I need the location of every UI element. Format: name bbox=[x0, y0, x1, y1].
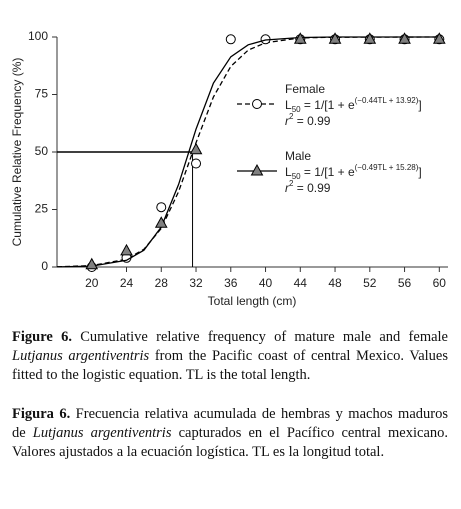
equation-part: L bbox=[285, 165, 292, 179]
caption-label: Figure 6. bbox=[12, 329, 72, 345]
equation-part: 50 bbox=[292, 105, 301, 114]
data-point bbox=[293, 32, 307, 44]
r2-part: = 0.99 bbox=[293, 114, 330, 128]
caption-spanish: Figura 6. Frecuencia relativa acumulada … bbox=[12, 405, 448, 462]
legend-equation: L50 = 1/[1 + e(−0.49TL + 15.28)] bbox=[285, 163, 422, 181]
data-point bbox=[191, 158, 202, 169]
data-point bbox=[398, 32, 411, 44]
x-tick-label: 28 bbox=[155, 276, 169, 290]
caption-text: capturados en el Pacífico central mexica… bbox=[12, 425, 449, 460]
species-name: Lutjanus argentiventris bbox=[32, 425, 172, 441]
data-point bbox=[225, 34, 236, 45]
x-tick-label: 60 bbox=[433, 276, 447, 290]
caption-english: Figure 6. Cumulative relative frequency … bbox=[12, 328, 448, 385]
caption-text: Frecuencia relativa acumulada de hembras… bbox=[12, 406, 448, 441]
x-tick-label: 48 bbox=[328, 276, 342, 290]
equation-part: 50 bbox=[292, 172, 301, 181]
data-point bbox=[85, 257, 99, 270]
y-tick-label: 25 bbox=[35, 202, 49, 216]
x-tick-label: 52 bbox=[363, 276, 377, 290]
fitted-curve bbox=[56, 36, 440, 268]
equation-part: (−0.44TL + 13.92) bbox=[355, 96, 419, 105]
legend-label: Female bbox=[285, 82, 325, 96]
equation-part: ] bbox=[418, 165, 421, 179]
x-tick-label: 24 bbox=[120, 276, 134, 290]
equation-part: (−0.49TL + 15.28) bbox=[355, 163, 419, 172]
r2-part: r bbox=[285, 181, 290, 195]
y-tick-label: 100 bbox=[28, 29, 48, 43]
r2-part: 2 bbox=[289, 112, 294, 121]
data-point bbox=[154, 216, 168, 228]
data-point bbox=[189, 142, 203, 155]
data-point bbox=[156, 202, 167, 213]
data-point bbox=[363, 32, 377, 44]
legend-r2: r2 = 0.99 bbox=[285, 179, 331, 195]
legend-marker bbox=[250, 163, 264, 176]
data-point bbox=[328, 32, 342, 44]
caption-label: Figura 6. bbox=[12, 406, 71, 422]
legend-equation: L50 = 1/[1 + e(−0.44TL + 13.92)] bbox=[285, 96, 422, 114]
caption-text: from the Pacific coast of central Mexico… bbox=[12, 348, 448, 383]
x-axis-title: Total length (cm) bbox=[208, 294, 297, 308]
equation-part: ] bbox=[418, 98, 421, 112]
y-axis-title: Cumulative Relative Frequency (%) bbox=[10, 58, 24, 247]
data-point bbox=[432, 32, 446, 44]
r2-part: r bbox=[285, 114, 290, 128]
species-name: Lutjanus argentiventris bbox=[12, 348, 150, 364]
legend-r2: r2 = 0.99 bbox=[285, 112, 331, 128]
r2-part: 2 bbox=[289, 179, 294, 188]
x-tick-label: 20 bbox=[85, 276, 99, 290]
data-point bbox=[120, 243, 133, 256]
y-tick-label: 0 bbox=[41, 259, 48, 273]
x-tick-label: 56 bbox=[398, 276, 412, 290]
equation-part: = 1/[1 + e bbox=[301, 98, 355, 112]
x-tick-label: 32 bbox=[189, 276, 203, 290]
chart: Cumulative Relative Frequency (%) Total … bbox=[10, 29, 448, 308]
y-tick-label: 75 bbox=[35, 87, 49, 101]
x-tick-label: 36 bbox=[224, 276, 238, 290]
caption-text: Cumulative relative frequency of mature … bbox=[71, 329, 448, 345]
x-tick-label: 44 bbox=[294, 276, 308, 290]
r2-part: = 0.99 bbox=[293, 181, 330, 195]
x-tick-label: 40 bbox=[259, 276, 273, 290]
y-tick-label: 50 bbox=[35, 144, 49, 158]
equation-part: = 1/[1 + e bbox=[301, 165, 355, 179]
legend-label: Male bbox=[285, 149, 311, 163]
legend-marker bbox=[252, 99, 262, 109]
equation-part: L bbox=[285, 98, 292, 112]
